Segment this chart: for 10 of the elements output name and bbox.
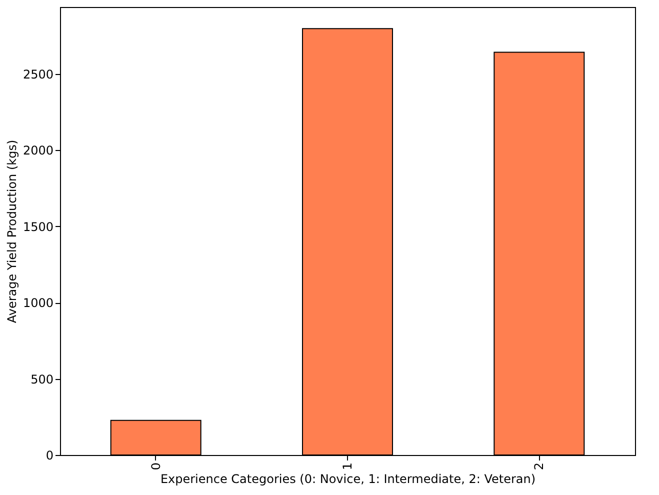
x-axis-title: Experience Categories (0: Novice, 1: Intermediate, 2: Veteran)	[160, 472, 536, 486]
x-tick-label: 1	[340, 462, 354, 470]
y-tick-label: 2000	[22, 144, 54, 158]
y-tick-label: 1500	[22, 220, 54, 234]
y-tick-label: 2500	[22, 67, 54, 82]
y-tick-label: 1000	[22, 296, 54, 310]
y-axis-title: Average Yield Production (kgs)	[4, 140, 19, 324]
x-tick-label: 2	[532, 462, 546, 470]
x-tick-label: 0	[148, 462, 163, 470]
y-tick-label: 500	[30, 372, 54, 386]
